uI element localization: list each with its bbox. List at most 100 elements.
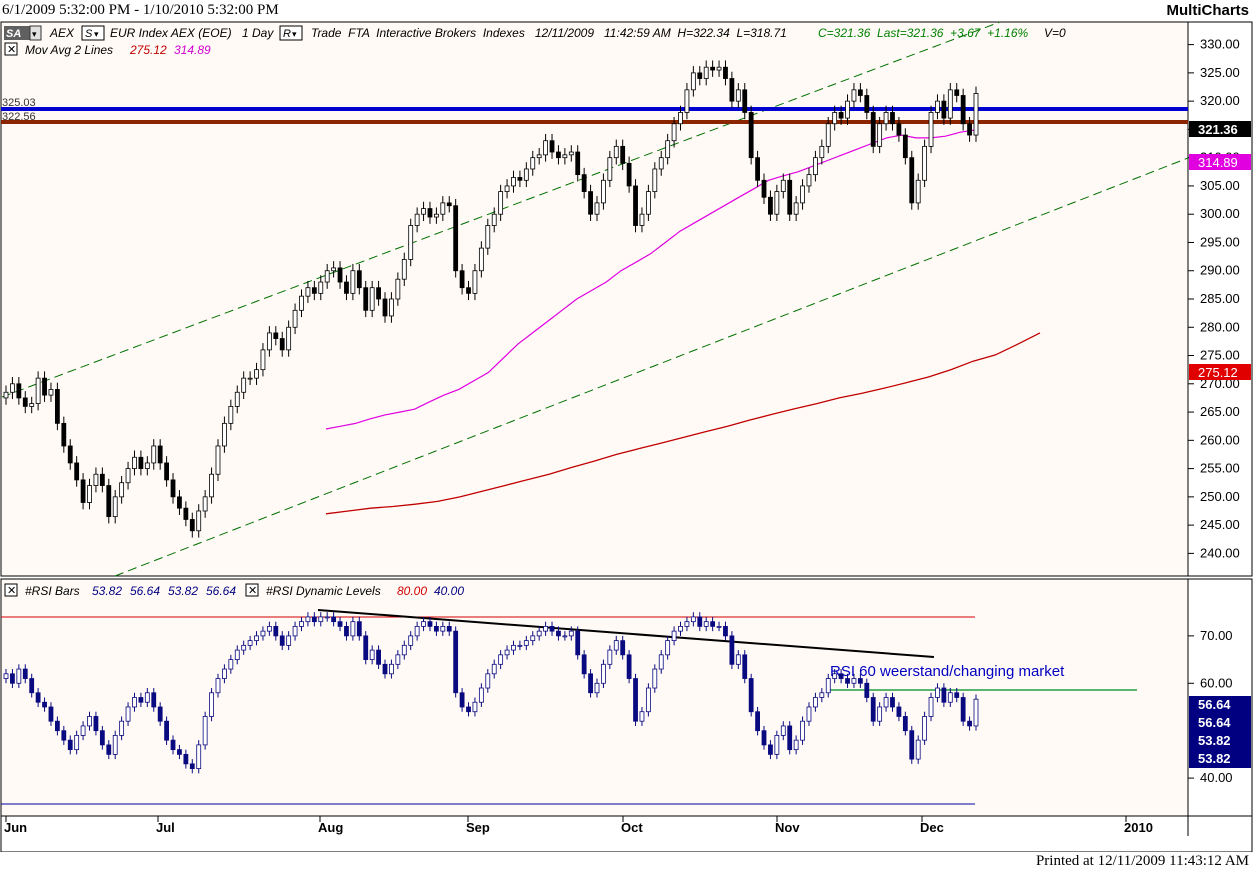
candle-body[interactable] [530, 157, 536, 170]
rsi-bar[interactable] [633, 678, 638, 722]
candle-body[interactable] [247, 377, 253, 380]
rsi-bar[interactable] [601, 663, 606, 684]
rsi-bar[interactable] [556, 630, 561, 637]
candle-body[interactable] [22, 397, 28, 407]
rsi-bar[interactable] [543, 626, 549, 632]
candle-body[interactable] [279, 338, 285, 351]
candle-body[interactable] [845, 100, 850, 119]
candle-body[interactable] [408, 225, 414, 260]
rsi-bar[interactable] [922, 716, 928, 741]
candle-body[interactable] [543, 140, 549, 156]
candle-body[interactable] [472, 270, 478, 294]
rsi-bar[interactable] [498, 654, 504, 665]
rsi-bar[interactable] [536, 630, 542, 637]
rsi-bar[interactable] [883, 697, 889, 708]
candle-body[interactable] [883, 112, 889, 125]
candle-body[interactable] [369, 287, 375, 311]
rsi-bar[interactable] [10, 673, 15, 684]
rsi-bar[interactable] [266, 626, 272, 632]
candle-body[interactable] [594, 202, 600, 215]
time-axis[interactable] [0, 815, 1253, 852]
candle-body[interactable] [896, 123, 902, 136]
rsi-bar[interactable] [119, 720, 125, 736]
candle-body[interactable] [331, 267, 337, 272]
candle-body[interactable] [588, 191, 593, 215]
candle-body[interactable] [427, 208, 433, 218]
candle-body[interactable] [678, 112, 683, 125]
candle-body[interactable] [941, 100, 947, 119]
price-candles[interactable] [3, 60, 979, 538]
candle-body[interactable] [857, 89, 863, 96]
rsi-bar[interactable] [787, 725, 793, 751]
rsi-bar[interactable] [3, 673, 9, 679]
rsi-bar[interactable] [67, 739, 73, 751]
candle-body[interactable] [61, 422, 67, 447]
rsi-bar[interactable] [54, 720, 60, 732]
rsi-bar[interactable] [960, 697, 966, 722]
candle-body[interactable] [813, 157, 818, 176]
candle-body[interactable] [395, 278, 401, 300]
rsi-bar[interactable] [549, 626, 555, 632]
rsi-bar[interactable] [376, 649, 381, 665]
rsi-bar[interactable] [607, 649, 613, 665]
candle-body[interactable] [478, 247, 484, 272]
chart-workspace[interactable]: SA ▾ AEX S ▾ EUR Index AEX (EOE) 1 Day R… [0, 0, 1253, 852]
rsi-bar[interactable] [652, 668, 658, 689]
rsi-bar[interactable] [389, 663, 394, 675]
rsi-bar[interactable] [125, 706, 131, 722]
candle-body[interactable] [562, 154, 568, 159]
candle-body[interactable] [3, 391, 9, 399]
candle-body[interactable] [356, 270, 362, 289]
candle-body[interactable] [498, 191, 504, 215]
rsi-bar[interactable] [729, 635, 735, 665]
candle-body[interactable] [909, 157, 915, 204]
candle-body[interactable] [183, 507, 189, 520]
candle-body[interactable] [433, 213, 439, 218]
rsi-bar[interactable] [228, 659, 234, 670]
candle-body[interactable] [832, 112, 838, 125]
rsi-bar[interactable] [877, 706, 883, 722]
rsi-bar[interactable] [157, 706, 163, 722]
candle-body[interactable] [112, 496, 118, 518]
rsi-bar[interactable] [806, 706, 812, 722]
ma-slow-line[interactable] [325, 332, 1041, 515]
candle-body[interactable] [29, 403, 35, 407]
candle-body[interactable] [106, 485, 112, 518]
candle-body[interactable] [382, 298, 388, 317]
rsi-bar[interactable] [588, 673, 593, 694]
candle-body[interactable] [954, 89, 960, 96]
rsi-bar[interactable] [311, 616, 317, 623]
candle-body[interactable] [16, 383, 22, 399]
candle-body[interactable] [793, 202, 799, 215]
rsi-bar[interactable] [74, 735, 80, 751]
rsi-bar[interactable] [344, 626, 349, 637]
rsi-bar[interactable] [935, 687, 940, 698]
candle-body[interactable] [922, 145, 928, 181]
candle-body[interactable] [864, 95, 870, 113]
rsi-bar[interactable] [581, 654, 587, 675]
candle-body[interactable] [234, 391, 240, 407]
candle-body[interactable] [189, 519, 195, 532]
candle-body[interactable] [132, 456, 137, 469]
rsi-bar[interactable] [260, 630, 266, 637]
rsi-bar[interactable] [517, 644, 523, 647]
candle-body[interactable] [266, 332, 272, 351]
candle-body[interactable] [697, 72, 703, 79]
rsi-bar[interactable] [279, 635, 285, 646]
candle-body[interactable] [376, 287, 381, 300]
candle-body[interactable] [967, 123, 972, 136]
rsi-bar[interactable] [324, 616, 330, 619]
candle-body[interactable] [299, 295, 304, 311]
rsi-bar[interactable] [928, 697, 934, 717]
price-pane[interactable] [0, 21, 1189, 577]
rsi-bar[interactable] [254, 635, 259, 642]
candle-body[interactable] [80, 479, 86, 503]
candle-body[interactable] [575, 151, 581, 176]
rsi-bar[interactable] [870, 697, 876, 722]
candle-body[interactable] [774, 191, 780, 215]
rsi-bar[interactable] [183, 753, 189, 765]
candle-body[interactable] [671, 123, 677, 142]
rsi-bar[interactable] [838, 673, 844, 679]
rsi-bar[interactable] [761, 730, 767, 746]
candle-body[interactable] [639, 213, 645, 226]
